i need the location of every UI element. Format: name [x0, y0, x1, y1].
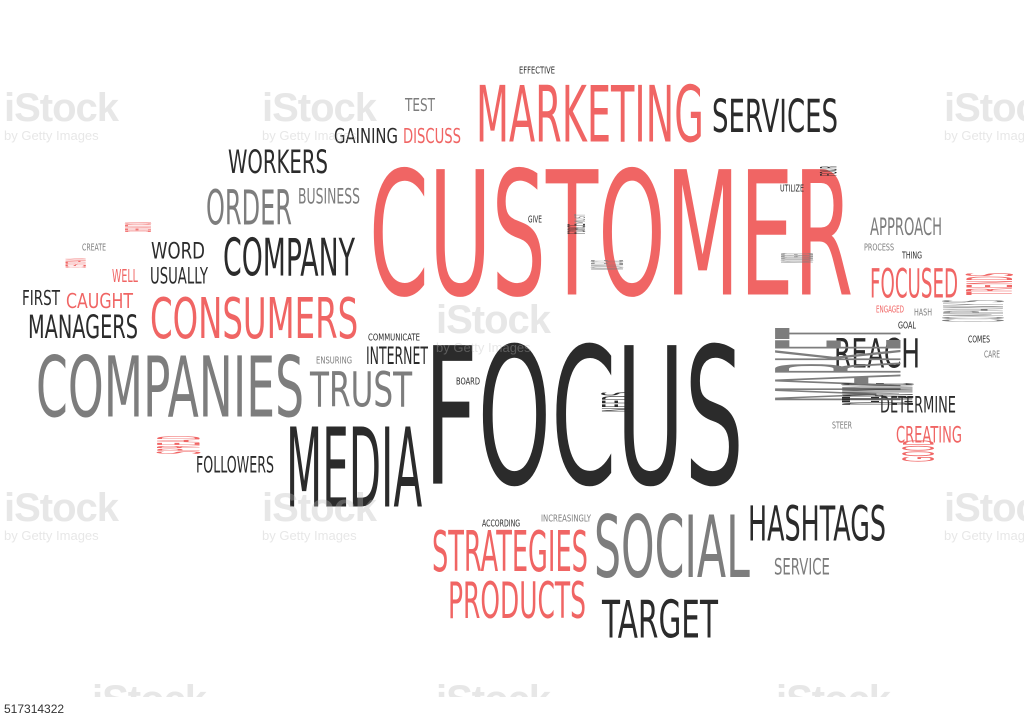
word-utilize: UTILIZE — [780, 182, 804, 194]
word-hash: HASH — [914, 306, 933, 318]
word-test: TEST — [405, 94, 435, 116]
word-according: ACCORDING — [482, 517, 521, 529]
word-communicate: COMMUNICATE — [368, 331, 421, 343]
word-definition: DEFINITION — [117, 222, 160, 232]
word-goal: GOAL — [898, 319, 916, 331]
word-services: SERVICES — [712, 89, 839, 143]
watermark-top-left: iStock by Getty Images — [4, 86, 119, 143]
watermark-brand: iStock — [944, 486, 1024, 530]
word-usually: USUALLY — [150, 263, 208, 289]
word-reach: REACH — [834, 330, 921, 378]
word-hashtags: HASHTAGS — [748, 495, 887, 552]
word-increasingly: INCREASINGLY — [541, 512, 591, 524]
word-business: BUSINESS — [298, 184, 360, 209]
word-steer: STEER — [832, 419, 853, 431]
watermark-brand: iStock — [436, 298, 551, 342]
word-media: MEDIA — [286, 404, 423, 533]
word-first: FIRST — [22, 286, 61, 310]
word-strategies: STRATEGIES — [432, 518, 588, 585]
watermark-sub: by Getty Images — [436, 340, 531, 355]
word-trends: TRENDS — [954, 272, 1024, 295]
word-order: ORDER — [206, 179, 292, 236]
watermark-sub: by Getty Images — [262, 128, 357, 143]
watermark-top-right: iStock by Getty Images — [944, 88, 1024, 142]
word-process: PROCESS — [864, 241, 895, 253]
image-id: 517314322 — [4, 702, 65, 716]
word-gaining: GAINING — [334, 124, 398, 148]
word-trust: TRUST — [310, 361, 413, 418]
word-board: BOARD — [456, 375, 480, 387]
watermark-mid-left: iStock by Getty Images — [4, 486, 119, 543]
word-determine: DETERMINE — [880, 392, 956, 418]
watermark-mid-center: iStock by Getty Images — [436, 298, 551, 355]
word-internet: INTERNET — [366, 341, 429, 370]
word-focus: FOCUS — [424, 306, 744, 530]
watermark-sub: by Getty Images — [944, 128, 1024, 143]
word-good: GOOD — [894, 440, 944, 462]
word-create: CREATE — [82, 241, 107, 253]
word-marketing: MARKETING — [476, 68, 704, 161]
word-comes: COMES — [968, 333, 991, 345]
word-products: PRODUCTS — [448, 571, 587, 630]
word-workers: WORKERS — [228, 143, 328, 181]
word-force: FORCE — [562, 224, 591, 234]
word-knowledge: KNOWLEDGE — [582, 260, 634, 270]
word-well: WELL — [112, 265, 138, 287]
word-thing: THING — [902, 249, 923, 261]
word-managers: MANAGERS — [28, 308, 138, 346]
word-certain: CERTAIN — [59, 257, 93, 268]
word-needs: NEEDS — [593, 392, 643, 412]
word-company-s: COMPANY'S — [926, 300, 1023, 322]
word-followers: FOLLOWERS — [196, 452, 274, 478]
watermark-mid-right: iStock by Getty Images — [944, 488, 1024, 542]
word-company: COMPANY — [223, 227, 356, 289]
word-engaged: ENGAGED — [876, 303, 904, 315]
word-determining: DETERMINING — [823, 382, 936, 405]
watermark-sub: by Getty Images — [262, 528, 357, 543]
word-wondered: WONDERED — [772, 252, 824, 263]
word-discuss: DISCUSS — [403, 124, 461, 148]
word-companies: COMPANIES — [36, 338, 305, 437]
word-caught: CAUGHT — [66, 289, 134, 313]
watermark-sub: by Getty Images — [4, 528, 99, 543]
word-customer: CUSTOMER — [369, 134, 854, 336]
word-must: MUST — [571, 213, 589, 224]
word-word: WORD — [151, 238, 206, 264]
word-target: TARGET — [602, 589, 718, 651]
word-service: SERVICE — [774, 554, 830, 580]
watermark-top-center: iStock by Getty Images — [262, 86, 377, 143]
word-social: SOCIAL — [594, 497, 750, 598]
word-consumers: CONSUMERS — [150, 285, 359, 352]
footer-bar — [0, 697, 1024, 723]
word-care: CARE — [984, 348, 1000, 360]
watermark-brand: iStock — [262, 486, 377, 530]
watermark-sub: by Getty Images — [944, 528, 1024, 543]
word-approach: APPROACH — [870, 212, 943, 241]
word-give: GIVE — [528, 213, 542, 225]
watermark-lower-center: iStock by Getty Images — [262, 486, 377, 543]
word-four: FOUR — [816, 166, 842, 176]
word-ensuring: ENSURING — [316, 354, 352, 366]
word-creating: CREATING — [896, 422, 963, 448]
watermark-brand: iStock — [4, 86, 119, 130]
watermark-brand: iStock — [4, 486, 119, 530]
watermark-sub: by Getty Images — [4, 128, 99, 143]
word-effective: EFFECTIVE — [519, 64, 556, 76]
word-focused: FOCUSED — [870, 260, 958, 308]
word-spread: SPREAD — [145, 436, 214, 454]
watermark-brand: iStock — [262, 86, 377, 130]
watermark-brand: iStock — [944, 86, 1024, 130]
